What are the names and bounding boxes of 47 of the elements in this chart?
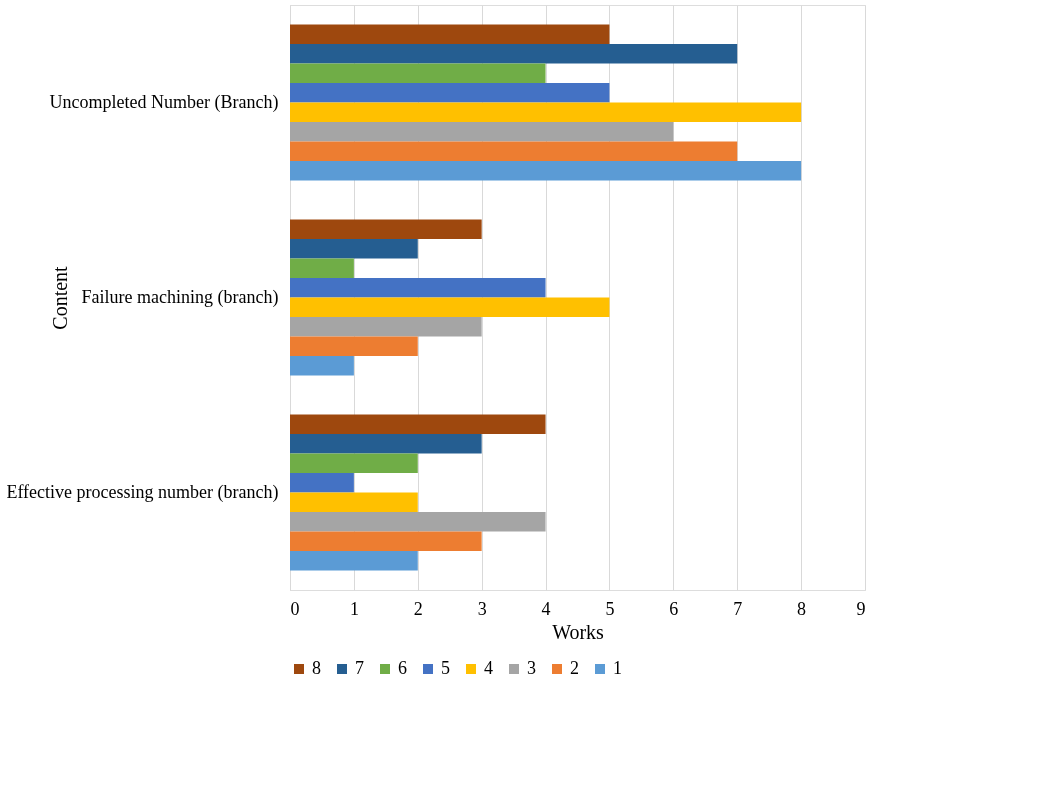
legend-label: 7 [355, 658, 364, 678]
legend-label: 4 [484, 658, 493, 678]
bar [290, 512, 546, 532]
x-tick-label: 6 [669, 598, 679, 619]
bar [290, 434, 482, 454]
y-tick-label: Uncompleted Number (Branch) [49, 91, 279, 113]
x-axis-title: Works [552, 620, 605, 643]
legend-label: 6 [398, 658, 407, 678]
bar [290, 122, 674, 142]
x-tick-label: 2 [413, 598, 423, 619]
bar [290, 414, 546, 434]
bar [290, 531, 482, 551]
bar [290, 317, 482, 337]
x-tick-label: 4 [541, 598, 551, 619]
x-tick-label: 3 [477, 598, 487, 619]
y-tick-label: Effective processing number (branch) [6, 481, 279, 503]
bar [290, 24, 610, 44]
x-tick-label: 9 [856, 598, 866, 619]
bar [290, 219, 482, 239]
bar [290, 258, 354, 278]
bar [290, 473, 354, 493]
bar [290, 278, 546, 298]
bar [290, 551, 418, 571]
bar [290, 356, 354, 376]
bar [290, 492, 418, 512]
y-axis-title: Content [48, 265, 71, 330]
bar [290, 336, 418, 356]
bar [290, 453, 418, 473]
x-tick-label: 1 [349, 598, 359, 619]
legend-label: 3 [527, 658, 536, 678]
bar [290, 63, 546, 83]
bar [290, 297, 610, 317]
bar [290, 83, 610, 103]
bar [290, 102, 802, 122]
legend-label: 2 [570, 658, 579, 678]
legend-label: 5 [441, 658, 450, 678]
bar [290, 44, 738, 64]
bar [290, 141, 738, 161]
bar [290, 161, 802, 181]
legend-label: 8 [312, 658, 321, 678]
x-tick-label: 0 [290, 598, 300, 619]
legend-label: 1 [613, 658, 622, 678]
x-tick-label: 8 [797, 598, 807, 619]
y-tick-label: Failure machining (branch) [81, 286, 279, 308]
x-tick-label: 7 [733, 598, 743, 619]
x-tick-label: 5 [605, 598, 615, 619]
bar [290, 239, 418, 259]
